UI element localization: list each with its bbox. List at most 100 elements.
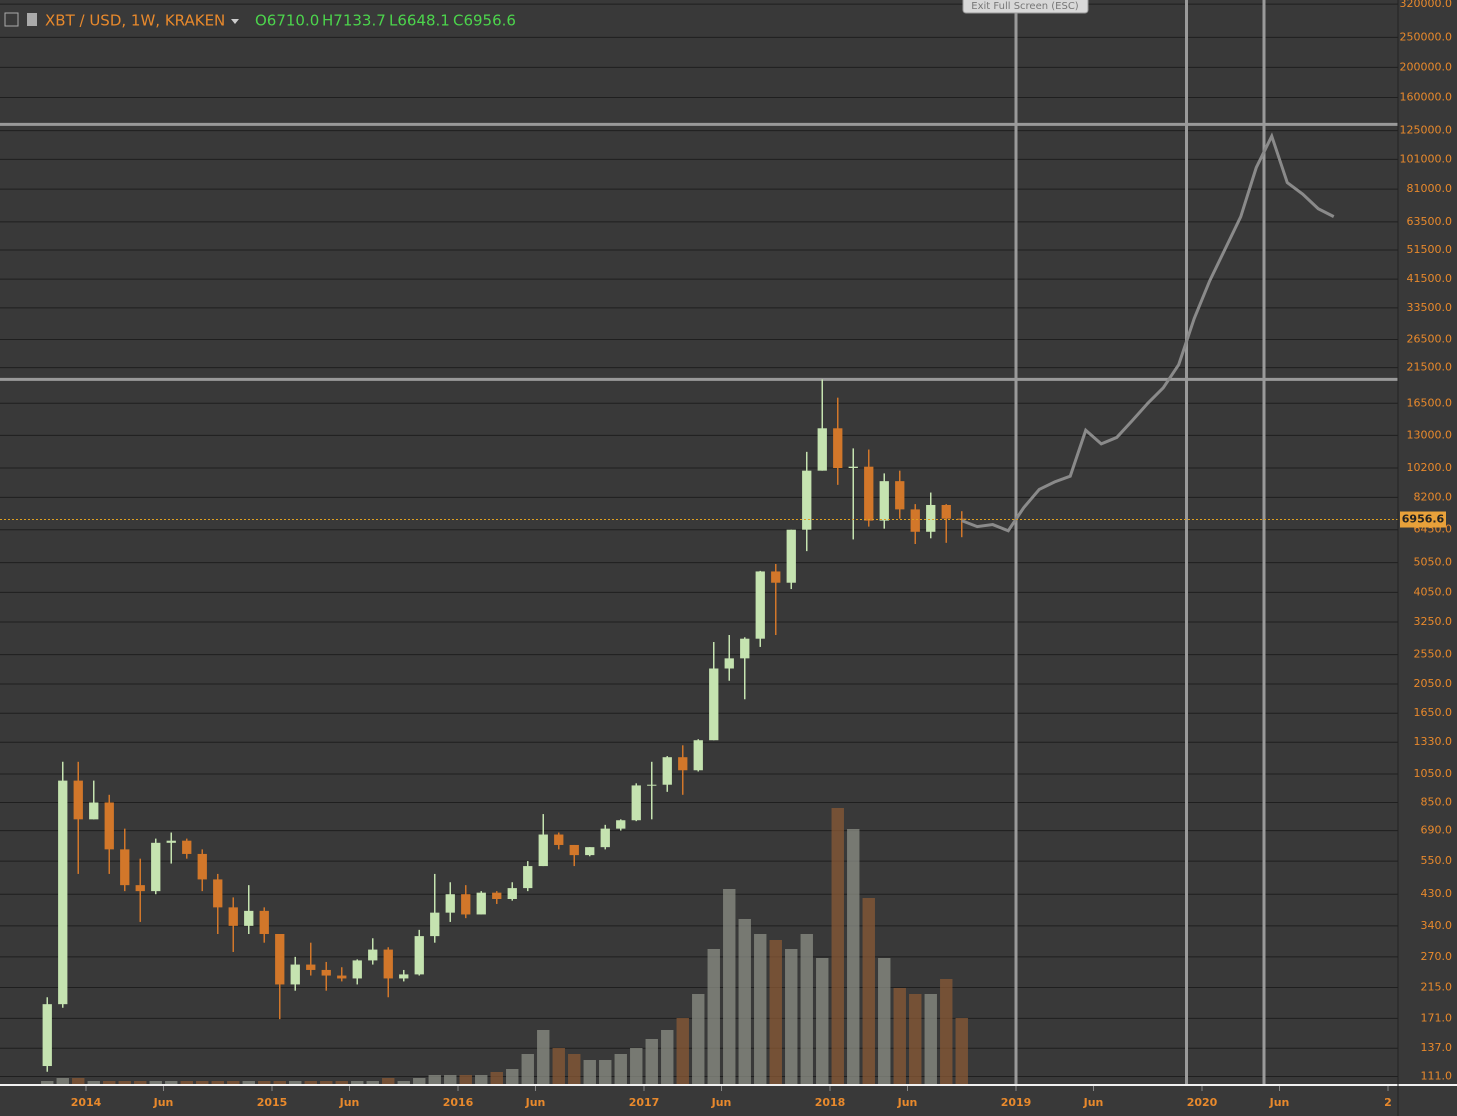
candle-body <box>321 969 331 976</box>
y-tick-label: 171.0 <box>1421 1011 1453 1024</box>
volume-bar <box>103 1081 116 1084</box>
y-tick-label: 101000.0 <box>1400 152 1453 165</box>
volume-bar <box>149 1081 162 1084</box>
y-tick-label: 160000.0 <box>1400 90 1453 103</box>
y-tick-label: 125000.0 <box>1400 124 1453 137</box>
y-tick-label: 137.0 <box>1421 1041 1453 1054</box>
dropdown-arrow[interactable] <box>231 19 239 24</box>
volume-bar <box>273 1081 286 1084</box>
candle-body <box>368 949 378 961</box>
volume-bar <box>56 1078 69 1084</box>
x-tick-label: Jun <box>153 1096 174 1109</box>
candle-body <box>554 834 564 845</box>
y-tick-label: 250000.0 <box>1400 30 1453 43</box>
expand-icon[interactable] <box>4 12 19 27</box>
candle-body <box>678 757 688 771</box>
volume-bar <box>444 1075 457 1084</box>
candle-body <box>802 470 812 530</box>
flag-icon[interactable] <box>27 13 37 26</box>
volume-bar <box>413 1078 426 1084</box>
candle-body <box>910 509 920 532</box>
candle-body <box>430 912 440 937</box>
y-tick-label: 215.0 <box>1421 981 1453 994</box>
candle-body <box>182 840 192 854</box>
candle-body <box>864 466 874 521</box>
candle-body <box>833 428 843 468</box>
y-tick-label: 270.0 <box>1421 950 1453 963</box>
volume-bar <box>583 1060 596 1084</box>
x-tick-label: Jun <box>711 1096 732 1109</box>
candle-body <box>151 842 161 892</box>
y-tick-label: 2550.0 <box>1414 648 1453 661</box>
volume-bar <box>490 1072 503 1084</box>
candle-body <box>228 907 238 926</box>
volume-bar <box>335 1081 348 1084</box>
x-tick-label: 2018 <box>815 1096 846 1109</box>
volume-bar <box>165 1081 178 1084</box>
y-tick-label: 430.0 <box>1421 887 1453 900</box>
volume-bar <box>196 1081 209 1084</box>
x-tick-label: 2020 <box>1187 1096 1218 1109</box>
volume-bar <box>41 1081 54 1084</box>
candle-body <box>771 571 781 583</box>
x-tick-label: Jun <box>897 1096 918 1109</box>
volume-bar <box>320 1081 333 1084</box>
candle-body <box>662 757 672 785</box>
candle-body <box>58 780 68 1005</box>
volume-bar <box>289 1081 302 1084</box>
candle-body <box>352 960 362 979</box>
y-tick-label: 2050.0 <box>1414 677 1453 690</box>
y-tick-label: 26500.0 <box>1407 332 1453 345</box>
y-tick-label: 850.0 <box>1421 795 1453 808</box>
volume-bar <box>754 934 767 1084</box>
volume-bar <box>878 958 891 1084</box>
volume-bar <box>645 1039 658 1084</box>
candle-body <box>89 802 99 820</box>
volume-bar <box>227 1081 240 1084</box>
volume-bar <box>118 1081 131 1084</box>
candle-body <box>461 894 471 915</box>
volume-bar <box>475 1075 488 1084</box>
volume-bar <box>242 1081 255 1084</box>
volume-bar <box>940 979 953 1084</box>
y-tick-label: 1050.0 <box>1414 767 1453 780</box>
candle-body <box>879 481 889 521</box>
candle-body <box>693 740 703 771</box>
volume-bar <box>459 1075 472 1084</box>
candle-body <box>476 892 486 915</box>
candle-body <box>337 975 347 979</box>
volume-bar <box>862 898 875 1084</box>
exit-fullscreen-button[interactable] <box>962 0 1089 14</box>
candle-body <box>538 834 548 867</box>
volume-bar <box>397 1081 410 1084</box>
y-tick-label: 5050.0 <box>1414 556 1453 569</box>
volume-bar <box>816 958 829 1084</box>
candle-body <box>259 910 269 934</box>
y-tick-label: 3250.0 <box>1414 615 1453 628</box>
y-tick-label: 340.0 <box>1421 919 1453 932</box>
candle-body <box>926 504 936 532</box>
candle-body <box>197 853 207 880</box>
volume-bar <box>304 1081 317 1084</box>
volume-bar <box>211 1081 224 1084</box>
y-tick-label: 63500.0 <box>1407 215 1453 228</box>
x-tick-label: 2 <box>1384 1096 1392 1109</box>
x-tick-label: 2014 <box>71 1096 102 1109</box>
y-tick-label: 200000.0 <box>1400 60 1453 73</box>
candle-body <box>73 780 83 820</box>
x-tick-label: 2016 <box>443 1096 474 1109</box>
candle-body <box>213 879 223 908</box>
x-tick-label: Jun <box>525 1096 546 1109</box>
exit-fullscreen-label[interactable]: Exit Full Screen (ESC) <box>971 1 1079 12</box>
candle-body <box>306 964 316 970</box>
volume-bar <box>72 1078 85 1084</box>
last-price-label: 6956.6 <box>1402 513 1445 526</box>
symbol-title[interactable]: XBT / USD, 1W, KRAKEN <box>45 12 225 30</box>
volume-bar <box>893 988 906 1084</box>
last-price-tag <box>1400 511 1446 528</box>
low-value: L6648.1 <box>389 12 450 30</box>
candle-body <box>445 894 455 913</box>
high-value: H7133.7 <box>322 12 386 30</box>
y-tick-label: 550.0 <box>1421 854 1453 867</box>
y-tick-label: 690.0 <box>1421 824 1453 837</box>
